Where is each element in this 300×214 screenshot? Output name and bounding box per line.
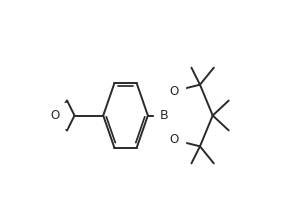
Text: O: O [170,85,179,98]
Text: O: O [51,109,60,122]
Text: B: B [160,109,168,122]
Text: O: O [170,134,179,146]
